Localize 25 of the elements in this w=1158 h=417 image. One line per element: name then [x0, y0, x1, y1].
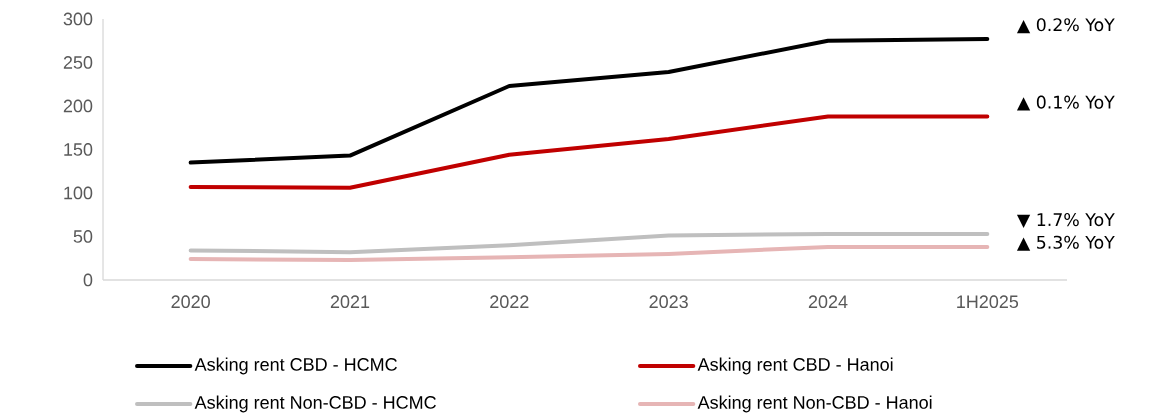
annotation: ▲ 0.1% YoY: [1016, 95, 1115, 111]
line-series: [188, 231, 990, 255]
annotation: ▲ 5.3% YoY: [1016, 235, 1115, 251]
y-tick-label: 50: [73, 230, 93, 243]
x-tick-label: 2022: [490, 295, 529, 309]
y-tick-label: 200: [63, 99, 93, 113]
line-series: [188, 37, 990, 165]
annotation: ▲ 0.2% YoY: [1016, 18, 1115, 34]
legend-label: Asking rent Non-CBD - Hanoi: [697, 395, 932, 413]
x-tick-label: 2021: [330, 295, 370, 309]
y-tick-label: 0: [83, 273, 93, 287]
y-tick-label: 150: [64, 143, 93, 156]
x-tick-label: 2023: [649, 295, 688, 309]
legend-label: Asking rent CBD - Hanoi: [697, 357, 893, 375]
x-tick-label: 2024: [808, 295, 848, 309]
y-tick-label: 250: [63, 56, 93, 69]
annotation: ▼ 1.7% YoY: [1016, 213, 1115, 229]
legend-label: Asking rent CBD - HCMC: [194, 357, 397, 375]
y-tick-label: 100: [64, 186, 93, 200]
line-series: [188, 114, 990, 190]
line-series: [188, 244, 990, 262]
y-tick-label: 300: [63, 12, 93, 26]
legend-label: Asking rent Non-CBD - HCMC: [194, 395, 436, 413]
x-tick-label: 1H2025: [957, 295, 1019, 309]
x-tick-label: 2020: [171, 295, 210, 309]
